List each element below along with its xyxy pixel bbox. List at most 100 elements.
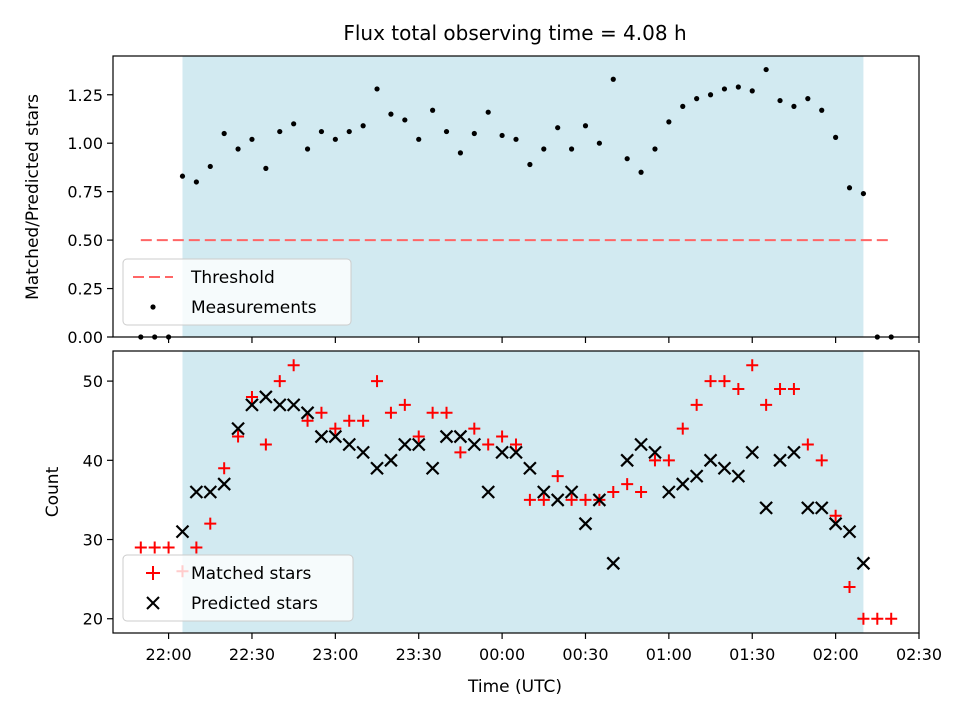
measurement-point [707,92,714,98]
predicted-star-point [759,501,773,515]
measurement-point [318,128,325,135]
matched-star-point [162,541,175,554]
matched-star-point [204,517,217,530]
measurement-point [763,66,769,73]
predicted-star-point [481,485,495,499]
matched-star-point [343,414,356,427]
matched-star-point [412,430,425,443]
measurement-point [207,163,213,170]
x-tick-label: 02:00 [813,645,859,664]
matched-star-point [454,446,467,459]
matched-star-point [273,375,286,388]
top-legend: Threshold Measurements [122,258,352,326]
matched-star-point [885,612,898,625]
matched-star-point [760,398,773,411]
measurement-point [263,165,269,171]
top-y-axis-ticks: 0.00 0.25 0.50 0.75 1.00 1.25 [67,86,113,347]
matched-star-point [510,438,522,451]
matched-star-point [662,454,675,467]
matched-star-point [718,375,731,388]
x-tick-label: 01:00 [646,645,692,664]
matched-star-point [523,493,536,506]
measurement-point [346,128,352,135]
chart-title: Flux total observing time = 4.08 h [343,21,686,45]
matched-stars-legend-swatch [146,566,160,580]
predicted-star-point [703,453,718,468]
bottom-legend-box [122,554,354,622]
predicted-star-point [328,429,343,444]
matched-star-point [676,422,689,435]
predicted-star-point [411,437,426,452]
predicted-star-point [370,461,384,476]
measurement-point [749,88,755,94]
measurement-point [193,179,199,185]
top-y-tick-label: 1.25 [67,86,103,105]
measurement-point [777,97,783,104]
bottom-x-axis-ticks: 22:00 22:30 23:00 23:30 00:00 00:30 01:00 01:30… [146,633,942,664]
matched-star-point [857,612,870,625]
measurement-point [610,76,616,82]
predicted-star-point [286,398,301,412]
bottom-y-tick-label: 20 [83,610,103,629]
predicted-star-point [259,390,273,404]
top-legend-box [122,258,352,326]
measurement-point [666,119,672,125]
x-tick-label: 22:00 [146,645,192,664]
predicted-star-point [384,453,398,468]
matched-star-point [357,414,370,427]
measurement-point [457,150,464,156]
predicted-star-point [648,445,662,460]
measurement-point [624,156,630,162]
matched-star-point [468,422,481,435]
predicted-star-point [731,469,746,483]
predicted-star-point [856,556,871,571]
matched-star-point [259,438,272,451]
x-tick-label: 01:30 [729,645,775,664]
predicted-star-point [523,461,537,476]
matched-star-point [398,398,411,411]
top-axes-frame [112,55,920,338]
measurement-point [513,136,519,142]
measurement-points [138,66,894,340]
matched-star-point [579,493,592,506]
predicted-star-point [620,453,634,468]
matched-star-point [871,612,884,625]
measurement-point [735,84,741,90]
top-y-axis-label: Matched/Predicted stars [23,94,43,300]
matched-star-point [426,406,439,419]
measurement-point [388,111,394,117]
measurement-point [694,96,700,102]
predicted-star-point [439,429,454,444]
measurement-point [652,146,658,152]
matched-star-point [801,438,814,451]
predicted-star-point [717,461,732,476]
bottom-y-axis-label: Count [43,466,63,517]
x-axis-label: Time (UTC) [467,677,562,697]
predicted-star-point [578,516,593,531]
measurement-point [374,86,380,92]
matched-star-point [607,486,620,498]
predicted-star-point [634,437,648,452]
measurement-point [846,185,853,191]
matched-star-point [440,406,453,419]
measurement-point [833,134,839,140]
predicted-star-point [356,445,370,460]
matched-star-point [648,454,661,467]
measurement-point [596,140,602,146]
predicted-star-point [662,485,676,499]
measurement-point [443,128,450,135]
matched-star-point [690,398,703,411]
predicted-star-point [217,477,231,491]
predicted-star-point [314,429,329,444]
top-y-tick-label: 1.00 [67,134,103,153]
measurement-point [291,121,297,127]
matched-star-point [621,478,634,491]
measurement-point [430,107,436,113]
measurement-point [819,107,825,113]
predicted-star-point [175,524,190,539]
measurement-point [499,132,505,139]
measurement-point [221,130,227,137]
matched-star-point [843,581,856,594]
measurement-point [471,130,477,137]
